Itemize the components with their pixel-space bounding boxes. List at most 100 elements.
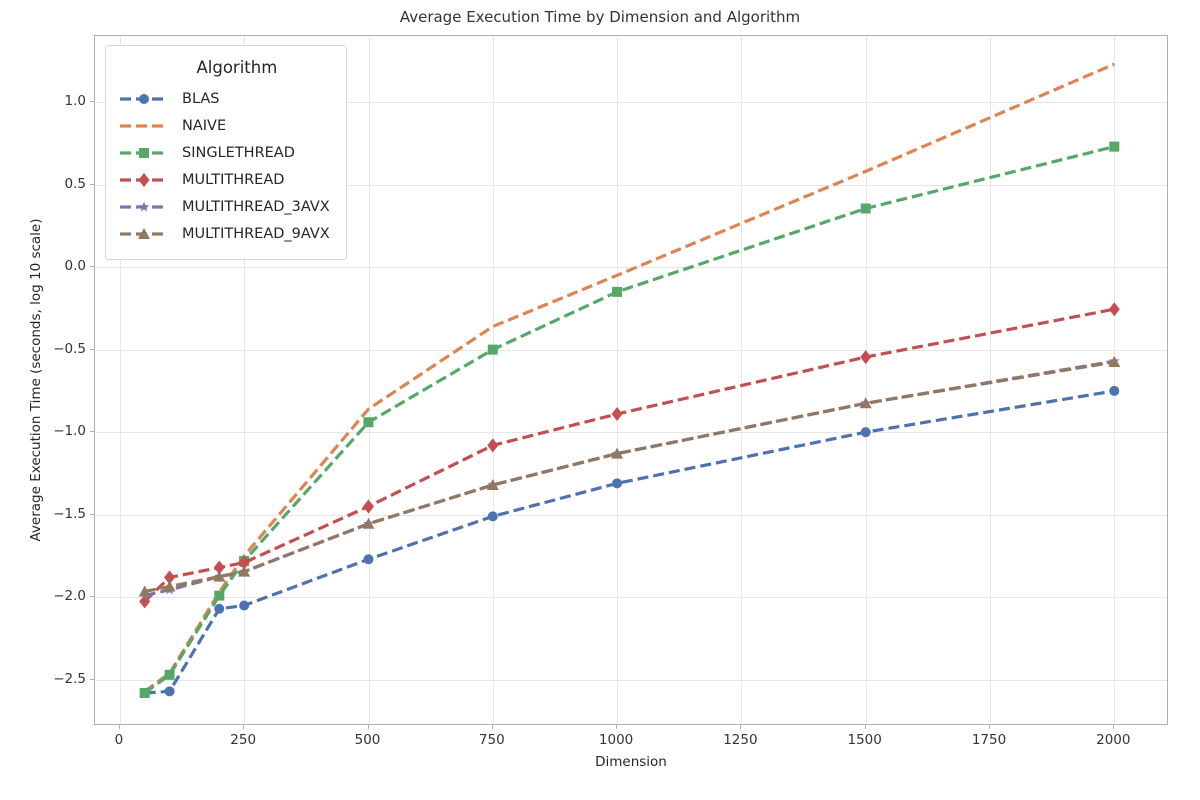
- x-tick-label: 750: [478, 732, 505, 748]
- series-naive: [143, 62, 1115, 693]
- gridline-horizontal: [95, 432, 1167, 434]
- x-tick-label: 2000: [1096, 732, 1131, 748]
- chart-title: Average Execution Time by Dimension and …: [399, 8, 801, 26]
- x-tick-mark: [1113, 725, 1115, 729]
- legend-entry-multithread_3avx[interactable]: MULTITHREAD_3AVX: [118, 193, 330, 220]
- gridline-vertical: [617, 36, 619, 724]
- triangle-marker: [138, 227, 150, 239]
- diamond-marker: [611, 407, 623, 422]
- series-line: [144, 360, 1115, 594]
- gridline-vertical: [1114, 36, 1116, 724]
- x-tick-mark: [243, 725, 245, 729]
- legend-entry-singlethread[interactable]: SINGLETHREAD: [118, 139, 330, 166]
- triangle-marker: [362, 517, 375, 529]
- gridline-vertical: [492, 36, 494, 724]
- square-marker: [164, 669, 175, 680]
- legend-entry-multithread[interactable]: MULTITHREAD: [118, 166, 330, 193]
- legend-entry-naive[interactable]: NAIVE: [118, 112, 330, 139]
- triangle-marker: [1108, 356, 1121, 368]
- y-tick-mark: [90, 678, 94, 680]
- square-marker: [612, 286, 623, 297]
- series-line: [143, 62, 1115, 693]
- y-tick-mark: [90, 183, 94, 185]
- circle-marker: [363, 554, 374, 565]
- y-tick-mark: [90, 348, 94, 350]
- y-tick-mark: [90, 101, 94, 102]
- series-layer: [138, 62, 1121, 698]
- y-tick-label: −2.5: [53, 670, 86, 687]
- legend-swatch: [118, 90, 170, 108]
- y-tick-mark: [90, 266, 94, 268]
- gridline-vertical: [368, 36, 370, 724]
- diamond-marker: [138, 172, 150, 187]
- y-tick-label: −0.5: [53, 340, 86, 357]
- y-tick-label: −1.5: [53, 505, 86, 522]
- circle-marker: [860, 427, 871, 438]
- series-line: [144, 359, 1115, 598]
- triangle-marker: [859, 397, 872, 409]
- x-tick-mark: [616, 725, 618, 729]
- square-marker: [1109, 141, 1120, 152]
- x-tick-mark: [864, 725, 866, 729]
- gridline-horizontal: [95, 514, 1167, 516]
- gridline-horizontal: [95, 102, 1167, 103]
- gridline-vertical: [119, 36, 121, 724]
- gridline-horizontal: [95, 679, 1167, 681]
- legend-label: MULTITHREAD: [182, 171, 285, 188]
- diamond-marker: [164, 570, 176, 585]
- legend-title: Algorithm: [196, 58, 278, 77]
- legend-entries: BLAS NAIVE SINGLETHREAD MULTITHREAD MULTITHR…: [118, 85, 330, 247]
- y-tick-mark: [90, 513, 94, 515]
- x-tick-label: 500: [354, 732, 381, 748]
- gridline-horizontal: [95, 267, 1167, 269]
- circle-marker: [214, 603, 225, 614]
- y-tick-label: 1.0: [64, 93, 86, 109]
- legend-entry-multithread_9avx[interactable]: MULTITHREAD_9AVX: [118, 220, 330, 247]
- triangle-marker: [213, 570, 226, 582]
- series-multithread: [139, 302, 1120, 609]
- diamond-marker: [238, 555, 250, 570]
- series-blas: [139, 385, 1120, 698]
- x-tick-label: 1500: [847, 732, 882, 748]
- legend-entry-blas[interactable]: BLAS: [118, 85, 330, 112]
- circle-marker: [487, 511, 498, 522]
- y-tick-label: 0.5: [64, 175, 86, 192]
- x-tick-mark: [989, 725, 990, 729]
- x-tick-label: 0: [114, 732, 124, 748]
- legend-label: SINGLETHREAD: [182, 144, 295, 161]
- diamond-marker: [487, 438, 499, 453]
- gridline-horizontal: [95, 597, 1167, 599]
- legend-label: BLAS: [182, 90, 220, 107]
- series-multithread_3avx: [139, 355, 1120, 601]
- square-marker: [139, 687, 150, 698]
- legend-label: NAIVE: [182, 117, 227, 134]
- square-marker: [860, 203, 871, 214]
- diamond-marker: [139, 594, 151, 609]
- x-tick-mark: [740, 725, 742, 729]
- diamond-marker: [860, 350, 872, 365]
- gridline-horizontal: [95, 184, 1167, 186]
- legend-swatch: [118, 225, 170, 243]
- series-multithread_9avx: [138, 356, 1121, 597]
- triangle-marker: [611, 447, 624, 459]
- x-tick-mark: [367, 725, 369, 729]
- x-axis-label: Dimension: [595, 754, 667, 770]
- triangle-marker: [163, 580, 176, 592]
- gridline-horizontal: [95, 349, 1167, 351]
- legend: Algorithm BLAS NAIVE SINGLETHREAD MULTITHRE…: [105, 45, 347, 260]
- square-marker: [214, 590, 225, 601]
- circle-marker: [1109, 385, 1120, 396]
- gridline-vertical: [865, 36, 867, 724]
- circle-marker: [239, 600, 250, 611]
- triangle-marker: [238, 565, 251, 577]
- diamond-marker: [362, 499, 374, 514]
- diamond-marker: [213, 560, 225, 575]
- legend-label: MULTITHREAD_3AVX: [182, 198, 330, 215]
- legend-swatch: [118, 117, 170, 135]
- star-marker: [138, 201, 150, 211]
- square-marker: [487, 344, 498, 355]
- legend-swatch: [118, 144, 170, 162]
- triangle-marker: [138, 585, 151, 597]
- y-axis-label: Average Execution Time (seconds, log 10 …: [28, 218, 44, 542]
